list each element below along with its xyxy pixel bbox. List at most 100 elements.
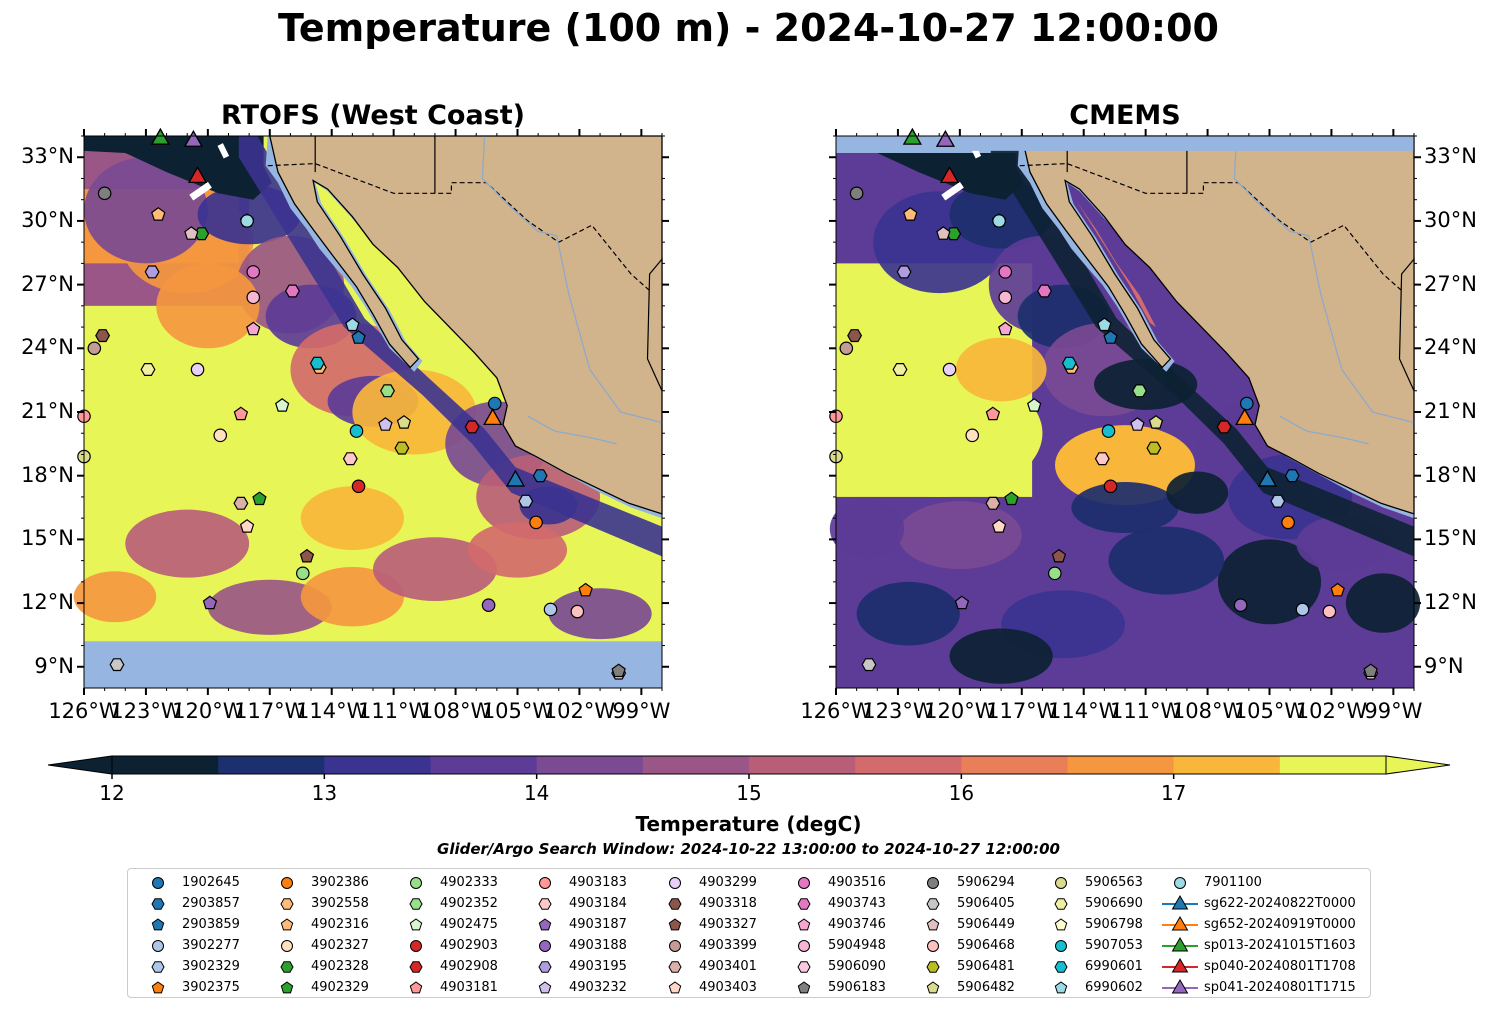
legend-marker [409, 918, 423, 931]
legend-symbol [539, 877, 551, 889]
legend-label: 4903743 [828, 896, 886, 911]
legend-marker [926, 961, 940, 973]
legend-label: 5906405 [957, 896, 1015, 911]
warm-pool [836, 369, 1043, 497]
colorbar-segment [642, 756, 750, 774]
legend-marker [152, 877, 164, 889]
legend-symbol [1162, 915, 1198, 931]
lat-tick-label: 30°N [1424, 207, 1477, 232]
legend-marker [1171, 894, 1189, 910]
temperature-feature [73, 571, 157, 623]
lon-tick-label: 126°W [48, 699, 120, 723]
marker-2903859 [1103, 330, 1118, 344]
marker-3902277 [543, 602, 558, 617]
legend-label: 4903184 [569, 896, 627, 911]
colorbar-segment [961, 756, 1068, 774]
marker-4903232 [378, 417, 393, 431]
marker-4903187 [202, 595, 218, 610]
legend-label: 2903859 [182, 917, 240, 932]
legend-label: 5906449 [957, 917, 1015, 932]
legend-label: 4902903 [440, 938, 498, 953]
legend-symbol [538, 981, 552, 994]
marker-4903184 [342, 452, 358, 466]
temperature-feature [949, 628, 1053, 684]
lat-tick-label: 27°N [21, 271, 74, 296]
legend-marker [410, 940, 422, 952]
colorbar-segment [749, 756, 856, 774]
lon-tick-label: 120°W [172, 699, 244, 723]
legend-marker [926, 898, 940, 910]
lat-tick-label: 12°N [1424, 590, 1477, 615]
marker-5906482 [396, 415, 412, 429]
legend-label: 3902386 [311, 875, 369, 890]
legend-marker [927, 940, 939, 952]
marker-5907053 [349, 424, 364, 438]
legend-symbol [280, 981, 294, 994]
legend-marker [668, 981, 682, 994]
legend-marker [1171, 936, 1189, 952]
marker-4902475 [1026, 398, 1042, 412]
glider-sp041-20240801T1715 [935, 129, 956, 147]
legend-symbol [1054, 918, 1068, 931]
legend-marker [1174, 877, 1186, 889]
legend-symbol [1162, 957, 1198, 973]
legend-symbol [1162, 936, 1198, 952]
marker-4902903 [1103, 479, 1118, 494]
warm-pool [1055, 425, 1195, 506]
legend-marker [409, 981, 423, 994]
lon-tick-label: 117°W [234, 699, 306, 723]
marker-6990602 [1097, 317, 1112, 332]
lon-tick-label: 99°W [1364, 699, 1423, 723]
marker-6990601 [309, 356, 325, 370]
marker-4903403 [991, 519, 1007, 533]
colorbar-segment [112, 756, 219, 774]
legend-symbol [927, 940, 939, 952]
legend-label: 4902352 [440, 896, 498, 911]
colorbar-extend-low [47, 755, 113, 775]
lon-tick-label: 123°W [862, 699, 934, 723]
legend-marker [669, 877, 681, 889]
marker-4903401 [985, 496, 1001, 510]
lon-tick-label: 102°W [543, 699, 616, 723]
legend-label: 6990602 [1085, 980, 1143, 995]
legend-symbol [152, 940, 164, 952]
marker-4903299 [190, 362, 205, 377]
legend-marker [152, 940, 164, 952]
lat-tick-label: 15°N [21, 526, 74, 551]
marker-4902903 [351, 479, 366, 494]
legend-label: 5906563 [1085, 875, 1143, 890]
lon-tick-label: 108°W [419, 699, 492, 723]
legend-symbol [410, 877, 422, 889]
legend-symbol [409, 918, 423, 931]
legend-marker [281, 877, 293, 889]
lat-tick-label: 27°N [1424, 271, 1477, 296]
legend-label: 3902277 [182, 938, 240, 953]
marker-4903184 [1094, 452, 1110, 466]
legend-marker [1054, 981, 1068, 994]
legend-symbol [668, 981, 682, 994]
legend-symbol [409, 961, 423, 973]
gulf-of-california [323, 199, 404, 328]
legend-label: 5906482 [957, 980, 1015, 995]
cmems-map [829, 127, 1421, 695]
legend-label: 5906481 [957, 959, 1015, 974]
legend-label: 3902329 [182, 959, 240, 974]
colorbar-segment [536, 756, 644, 774]
legend-label: 5906294 [957, 875, 1015, 890]
legend-marker [669, 940, 681, 952]
marker-5904948 [246, 290, 261, 305]
lat-tick-label: 30°N [21, 207, 74, 232]
legend-marker [926, 981, 940, 994]
marker-4902316 [151, 207, 166, 221]
legend-symbol [151, 898, 165, 910]
legend-marker [280, 898, 294, 910]
lon-tick-label: 105°W [481, 699, 554, 723]
legend-symbol [926, 918, 940, 931]
figure-title: Temperature (100 m) - 2024-10-27 12:00:0… [277, 6, 1219, 50]
glider-sg622-20240822T0000 [505, 469, 526, 487]
legend-label: 5906798 [1085, 917, 1143, 932]
no-data-band [84, 641, 662, 688]
marker-4902908 [1216, 420, 1232, 434]
legend-symbol [669, 940, 681, 952]
legend-label: 4903318 [699, 896, 757, 911]
